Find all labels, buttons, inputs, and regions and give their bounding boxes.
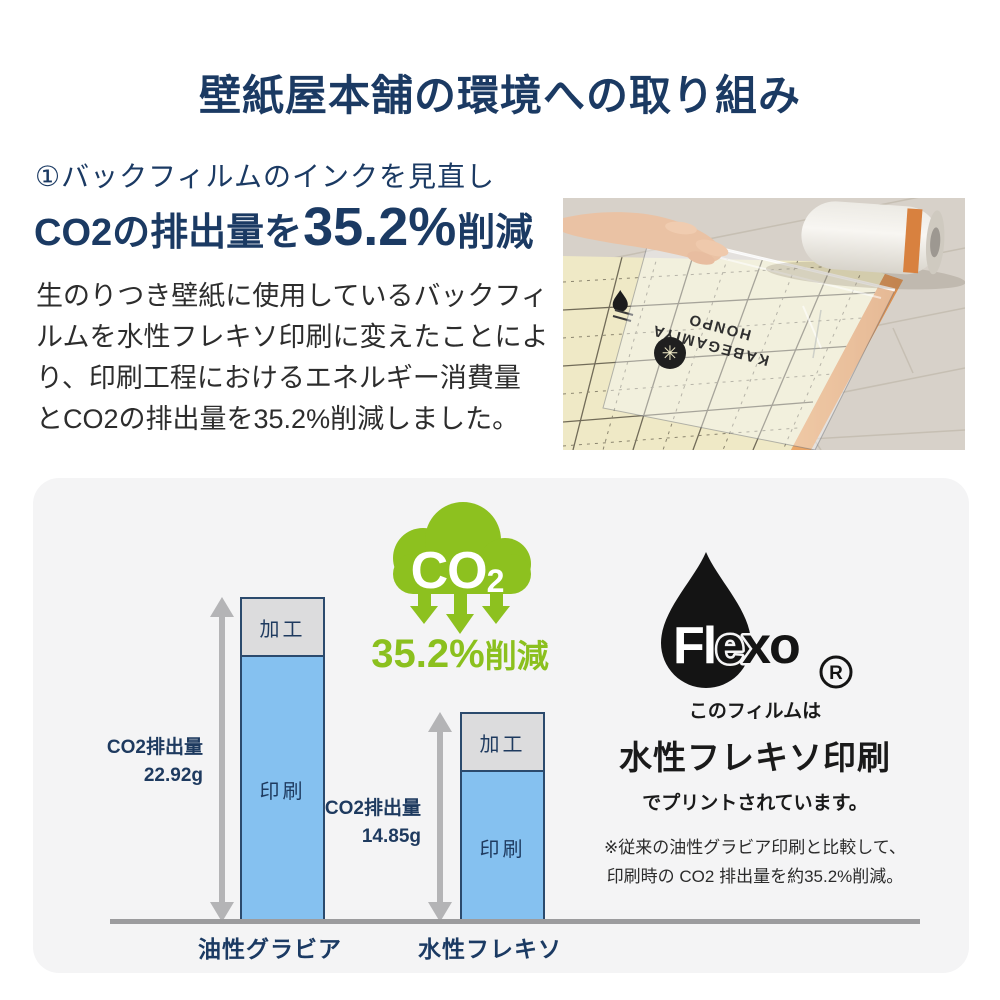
flexo-logo: Flexo R [651, 546, 901, 696]
amount-value: 14.85g [361, 826, 421, 847]
bar-water-flexo: 加工 印刷 [460, 712, 545, 924]
measure-arrow-right [428, 712, 452, 922]
flexo-note-line-2: 印刷時の CO2 排出量を約35.2%削減。 [606, 867, 904, 886]
reduction-callout: 35.2%削減 [320, 631, 600, 677]
film-circle-logo: ✳ [654, 337, 686, 369]
bar-water-flexo-processing-segment: 加工 [462, 714, 543, 772]
reduction-suffix: 削減 [484, 638, 549, 674]
flexo-description: このフィルムは 水性フレキソ印刷 でプリントされています。 ※従来の油性グラビア… [533, 696, 977, 891]
amount-caption: CO2排出量 [324, 798, 421, 819]
flexo-wordmark: Flexo [673, 617, 799, 675]
co2-cloud: CO2 [371, 496, 551, 643]
registered-mark-circle [819, 655, 853, 689]
bar-water-flexo-printing-segment: 印刷 [462, 772, 543, 922]
product-photo: KABEGAMIYA HONPO ✳ [562, 187, 966, 451]
axis-label-water-flexo: 水性フレキソ [418, 936, 562, 962]
intro-line-4: とCO2の排出量を35.2%削減しました。 [36, 404, 520, 434]
bar-oil-gravure-printing-segment: 印刷 [242, 657, 323, 922]
reduction-value: 35.2% [371, 632, 485, 676]
amount-caption: CO2排出量 [106, 737, 203, 758]
flexo-note-line-1: ※従来の油性グラビア印刷と比較して、 [604, 838, 906, 857]
co2-reduction-heading: CO2の排出量を 35.2% 削減 [34, 196, 533, 258]
photo-illustration: KABEGAMIYA HONPO ✳ [562, 187, 966, 451]
intro-line-1: 生のりつき壁紙に使用しているバックフィ [36, 281, 548, 311]
intro-line-3: り、印刷工程におけるエネルギー消費量 [36, 363, 521, 393]
registered-mark-letter: R [829, 663, 843, 684]
co2-cloud-text: CO2 [411, 542, 504, 600]
axis-label-oil-gravure: 油性グラビア [198, 936, 342, 962]
flexo-logo-svg: Flexo R [661, 552, 853, 689]
co2-heading-prefix: CO2の排出量を [34, 212, 303, 254]
co2-heading-percentage: 35.2% [303, 197, 457, 257]
hand [563, 212, 729, 265]
amount-label-water-flexo: CO2排出量 14.85g [269, 795, 421, 851]
amount-label-oil-gravure: CO2排出量 22.92g [51, 734, 203, 790]
flexo-desc-line-2: 水性フレキソ印刷 [619, 739, 891, 776]
flexo-wordmark-black: exo [715, 617, 799, 675]
paper-flexo-mark-icon [612, 290, 628, 312]
co2-heading-suffix: 削減 [457, 212, 534, 254]
flexo-desc-line-1: このフィルムは [688, 701, 822, 722]
wallpaper-roll [765, 201, 966, 290]
chart-baseline [110, 919, 920, 924]
co2-text-main: CO [411, 542, 487, 600]
comparison-panel: 加工 印刷 加工 印刷 CO2排出量 22.92g CO2排出量 14.85g [33, 478, 969, 973]
measure-arrow-left [210, 597, 234, 922]
co2-cloud-icon: CO2 [393, 502, 531, 634]
bar-oil-gravure-processing-segment: 加工 [242, 599, 323, 657]
paper-edge-band-2 [791, 274, 903, 450]
flexo-desc-line-3: でプリントされています。 [642, 793, 868, 814]
intro-paragraph: 生のりつき壁紙に使用しているバックフィ ルムを水性フレキソ印刷に変えたことによ … [36, 276, 566, 440]
co2-text-sub: 2 [487, 563, 504, 599]
amount-value: 22.92g [143, 765, 203, 786]
film-logo-glyph: ✳ [662, 343, 679, 365]
bar-oil-gravure: 加工 印刷 [240, 597, 325, 924]
flexo-wordmark-white: Fl [673, 617, 715, 675]
step-heading: ①バックフィルムのインクを見直し [35, 161, 495, 192]
paper-grid [563, 256, 885, 450]
intro-line-2: ルムを水性フレキソ印刷に変えたことによ [36, 322, 549, 352]
flexo-drop-icon [661, 552, 751, 688]
page-title: 壁紙屋本舗の環境への取り組み [198, 72, 801, 119]
